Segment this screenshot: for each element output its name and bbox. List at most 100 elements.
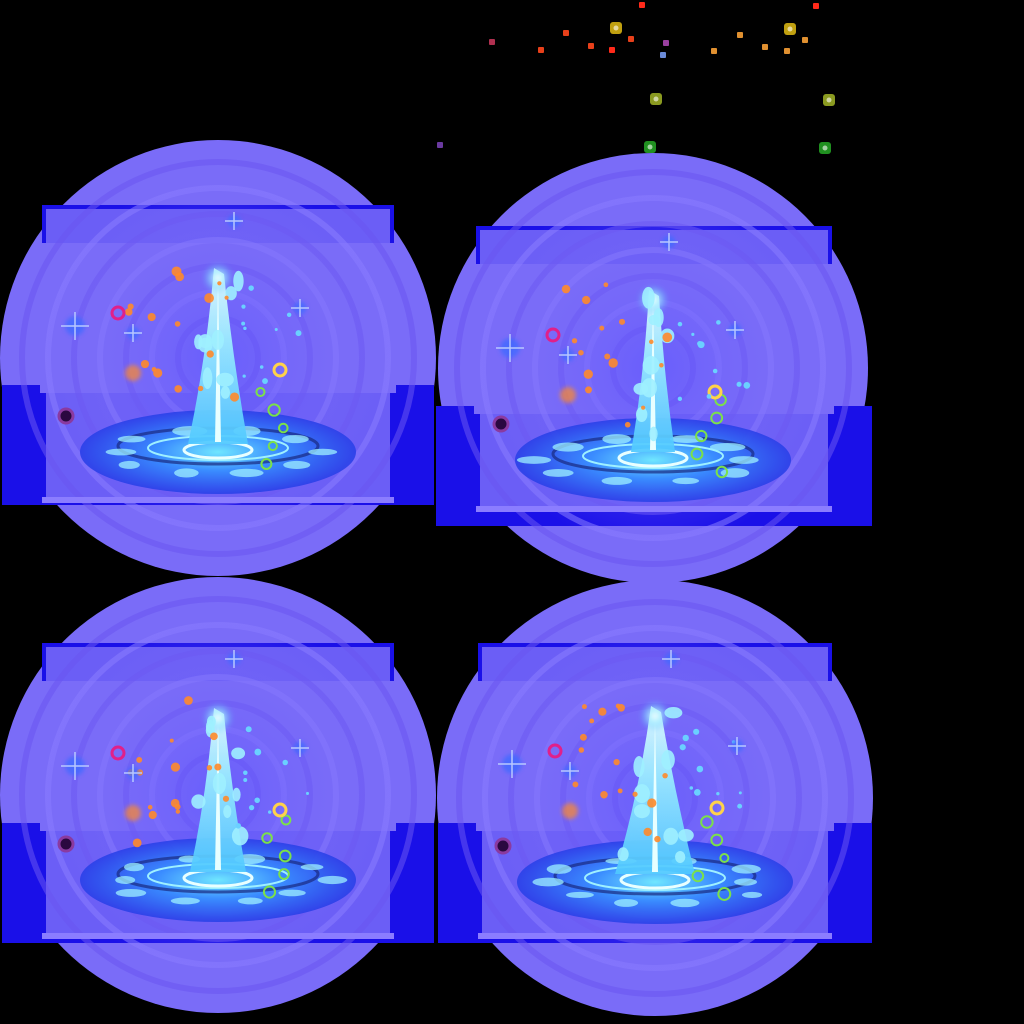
star-flare <box>662 650 680 668</box>
pool-splash <box>672 477 700 485</box>
spark-orange <box>147 804 153 810</box>
spark-orange <box>608 358 618 368</box>
spark-orange <box>654 835 661 843</box>
spark-cyan <box>274 327 278 331</box>
pool-splash <box>308 448 338 456</box>
spark-purple <box>492 415 510 433</box>
water-droplet <box>635 407 648 423</box>
loose-particle <box>813 3 819 9</box>
pool-splash <box>118 460 140 469</box>
pool-splash <box>546 864 572 874</box>
spark-orange <box>659 363 664 368</box>
aura-ring <box>456 599 854 997</box>
loose-particle <box>588 43 594 49</box>
spark-orange <box>571 338 578 344</box>
spark-cyan <box>689 786 694 790</box>
spark-cyan <box>693 728 700 735</box>
star-flare <box>561 762 579 780</box>
spark-cyan <box>295 330 302 337</box>
loose-particle-core <box>787 26 793 32</box>
spark-orange <box>598 707 607 716</box>
spark-green <box>267 440 278 452</box>
spark-green <box>690 447 704 461</box>
water-pool <box>80 838 356 922</box>
aura-band-edge <box>476 506 832 512</box>
spark-orange <box>170 762 181 772</box>
loose-particle <box>639 2 645 8</box>
pool-splash <box>734 878 758 886</box>
loose-particle-core <box>613 25 619 31</box>
spark-orange <box>578 747 585 753</box>
spark-orange <box>572 781 579 788</box>
water-droplet <box>633 804 650 819</box>
aura-band-edge <box>478 933 832 939</box>
loose-particle-core <box>653 96 659 102</box>
spark-cyan <box>243 777 248 782</box>
effect-frame-4 <box>437 580 873 1016</box>
spark-orange <box>617 788 623 794</box>
spark-orange <box>197 385 204 392</box>
spark-orange <box>140 359 150 369</box>
spark-ember <box>125 805 141 821</box>
spark-magenta <box>110 745 126 761</box>
spark-green <box>278 422 289 434</box>
star-flare <box>124 324 142 342</box>
spark-cyan <box>677 321 683 327</box>
spark-ember <box>125 365 141 381</box>
star-flare <box>291 739 309 757</box>
water-droplet <box>233 270 244 292</box>
pool-splash <box>670 898 700 908</box>
spark-cyan <box>248 804 255 811</box>
pool-splash <box>565 891 594 898</box>
loose-particle <box>711 48 717 54</box>
spark-ember <box>560 387 576 403</box>
spark-orange <box>619 318 626 325</box>
water-droplet <box>633 784 650 804</box>
spark-green <box>260 458 273 470</box>
spark-cyan <box>243 770 248 775</box>
pool-splash <box>115 888 147 897</box>
pool-splash <box>124 862 145 872</box>
water-pool <box>515 418 791 502</box>
fountain-jet-core <box>652 716 658 872</box>
pool-splash <box>317 875 348 885</box>
spark-orange <box>174 321 181 327</box>
pool-splash <box>532 877 564 887</box>
spark-green <box>717 887 732 901</box>
spark-orange <box>632 791 638 797</box>
star-flare <box>496 334 524 362</box>
spark-orange <box>153 368 163 378</box>
loose-particle <box>538 47 544 53</box>
spark-green <box>695 429 708 443</box>
spark-green <box>262 885 277 899</box>
fountain-jet-core <box>650 300 656 450</box>
spark-purple <box>494 837 512 855</box>
spark-orange <box>132 838 142 848</box>
spark-orange <box>641 405 646 410</box>
spark-orange <box>222 795 230 802</box>
water-droplet <box>212 772 227 795</box>
aura-ring <box>454 169 852 567</box>
spark-orange <box>175 809 181 814</box>
water-droplet <box>211 329 224 350</box>
spark-cyan <box>254 797 260 804</box>
pool-splash <box>552 442 584 452</box>
pool-splash <box>278 889 306 897</box>
pool-splash <box>670 435 704 443</box>
pool-splash <box>170 897 200 905</box>
spark-magenta <box>547 743 563 759</box>
spark-orange <box>170 798 180 808</box>
water-droplet <box>653 308 664 328</box>
star-flare <box>728 737 746 755</box>
loose-particle <box>660 52 666 58</box>
spark-orange <box>603 282 609 288</box>
loose-particle <box>762 44 768 50</box>
water-droplet <box>223 805 232 819</box>
water-droplet <box>675 850 686 864</box>
spark-cyan <box>696 765 704 773</box>
spark-orange <box>615 703 621 709</box>
spark-orange <box>581 704 587 710</box>
water-droplet <box>678 829 694 842</box>
spark-cyan <box>245 726 252 733</box>
